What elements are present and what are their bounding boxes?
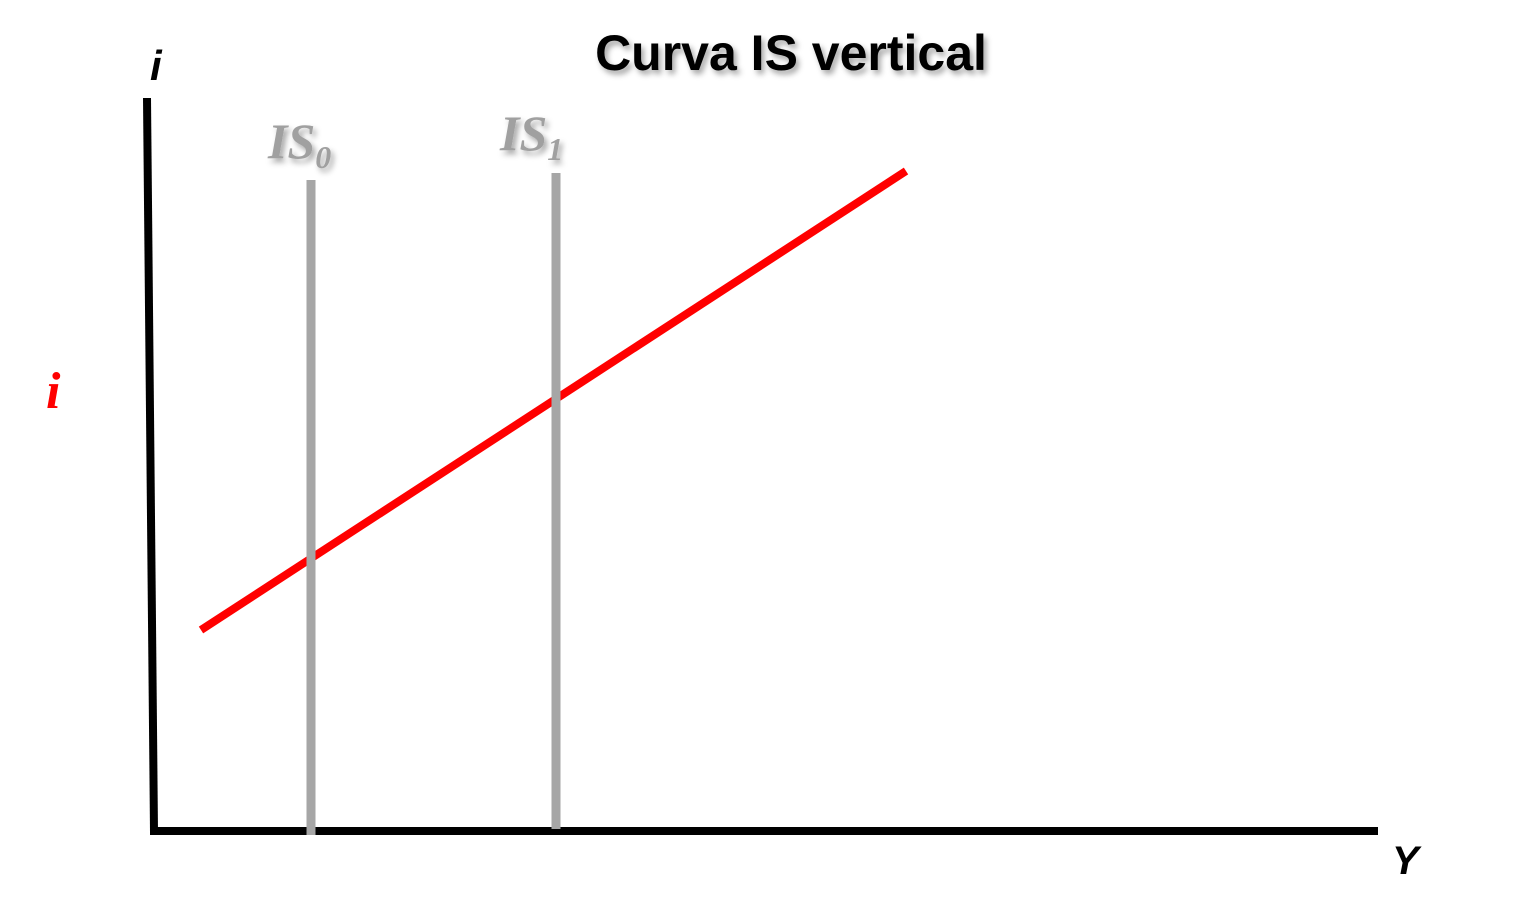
is0-label: IS0 xyxy=(267,113,331,175)
is1-label: IS1 xyxy=(499,105,563,167)
is0-label-main: IS xyxy=(267,113,315,169)
y-axis-line xyxy=(143,97,158,833)
x-axis-label: Y xyxy=(1392,839,1422,883)
diagram-title: Curva IS vertical xyxy=(595,25,987,81)
is1-label-subscript: 1 xyxy=(547,131,563,167)
y-axis-label: i xyxy=(150,42,163,89)
is0-label-subscript: 0 xyxy=(315,139,331,175)
interest-rate-label: i xyxy=(46,363,61,420)
is1-label-main: IS xyxy=(499,105,547,161)
